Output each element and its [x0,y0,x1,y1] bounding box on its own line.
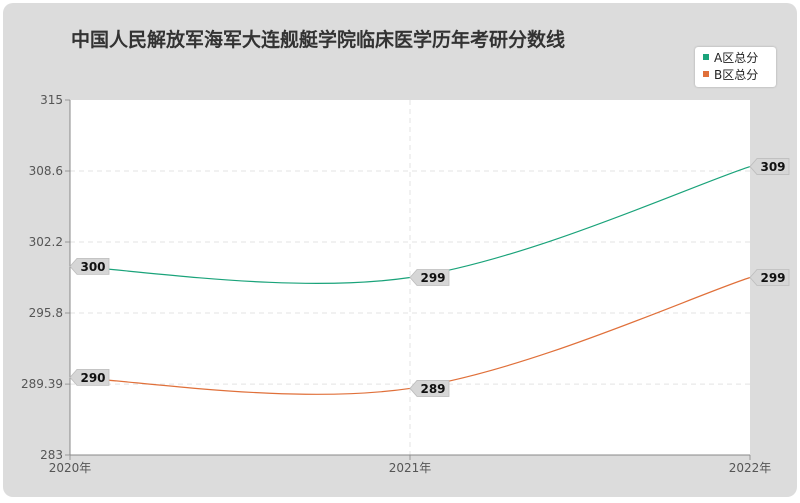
data-label-bg [69,258,110,275]
chart-title: 中国人民解放军海军大连舰艇学院临床医学历年考研分数线 [71,29,566,51]
y-tick-label: 283 [40,448,63,462]
data-label-bg [409,380,450,397]
chart-legend: A区总分 B区总分 [695,47,776,87]
legend-swatch-a [703,54,709,60]
legend-item-a[interactable]: A区总分 [703,50,758,66]
data-label-text: 290 [80,371,105,385]
data-label-a: 300 [69,258,110,275]
legend-swatch-b [703,71,709,77]
data-label-text: 300 [80,260,105,274]
data-label-text: 309 [760,160,785,174]
data-label-bg [69,368,110,386]
legend-label-a: A区总分 [714,51,759,65]
data-label-a: 299 [409,269,450,286]
data-label-b: 290 [69,368,110,386]
chart-frame: 中国人民解放军海军大连舰艇学院临床医学历年考研分数线 315 308.6 302.2… [3,3,797,497]
y-tick-label: 289.39 [21,377,63,391]
y-tick-label: 308.6 [29,164,63,178]
data-label-bg [749,158,790,175]
y-tick-label: 295.8 [29,306,63,320]
legend-item-b[interactable]: B区总分 [703,67,758,83]
data-label-bg [409,269,450,286]
data-label-text: 299 [760,271,785,285]
x-tick-label: 2021年 [389,461,432,475]
data-label-a: 309 [749,158,790,175]
legend-label-b: B区总分 [714,68,759,82]
y-tick-label: 302.2 [29,235,63,249]
data-label-text: 289 [420,382,445,396]
y-tick-label: 315 [40,93,63,107]
data-label-b: 299 [749,269,790,286]
x-tick-label: 2022年 [729,461,772,475]
data-label-b: 289 [409,380,450,397]
data-label-text: 299 [420,271,445,285]
x-tick-label: 2020年 [49,461,92,475]
data-label-bg [749,269,790,286]
